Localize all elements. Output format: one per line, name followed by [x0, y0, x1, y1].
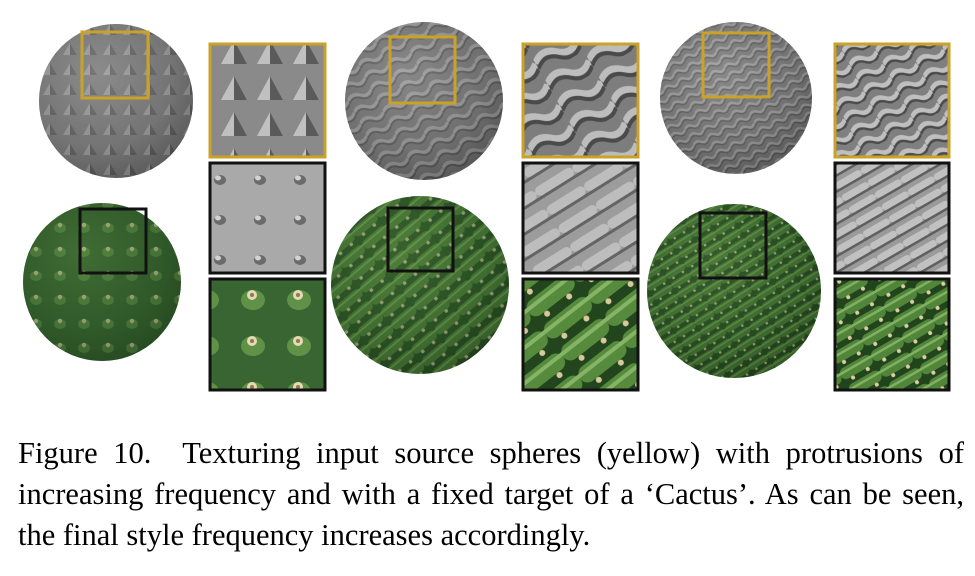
geometry-zoom-high-frequency [833, 161, 951, 275]
target-highlight-box [698, 211, 768, 280]
source-zoom-medium-frequency [521, 42, 640, 159]
figure-caption: Figure 10. Texturing input source sphere… [18, 433, 964, 556]
cactus-sphere-high-frequency [647, 204, 821, 378]
source-zoom-high-frequency [833, 42, 951, 159]
cactus-zoom-high-frequency [833, 277, 951, 392]
caption-label: Figure 10. [18, 436, 152, 470]
cactus-sphere-medium-frequency [331, 196, 509, 374]
source-zoom-low-frequency [208, 42, 327, 159]
cactus-sphere-low-frequency [23, 203, 181, 361]
source-highlight-box [388, 35, 457, 105]
target-highlight-box [386, 206, 455, 273]
source-sphere-medium-frequency [345, 22, 503, 180]
geometry-zoom-low-frequency [208, 161, 327, 275]
caption-text: Texturing input source spheres (yellow) … [18, 436, 964, 552]
geometry-zoom-medium-frequency [521, 161, 640, 275]
source-sphere-low-frequency [39, 24, 193, 178]
figure-panel [23, 22, 951, 392]
target-highlight-box [78, 207, 148, 275]
cactus-zoom-low-frequency [208, 277, 327, 392]
source-highlight-box [701, 31, 771, 99]
source-highlight-box [80, 30, 150, 100]
cactus-zoom-medium-frequency [521, 277, 640, 392]
